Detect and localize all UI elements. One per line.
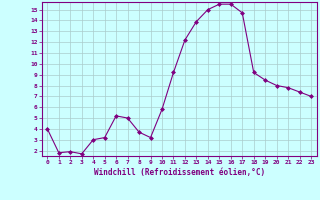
X-axis label: Windchill (Refroidissement éolien,°C): Windchill (Refroidissement éolien,°C) [94,168,265,177]
